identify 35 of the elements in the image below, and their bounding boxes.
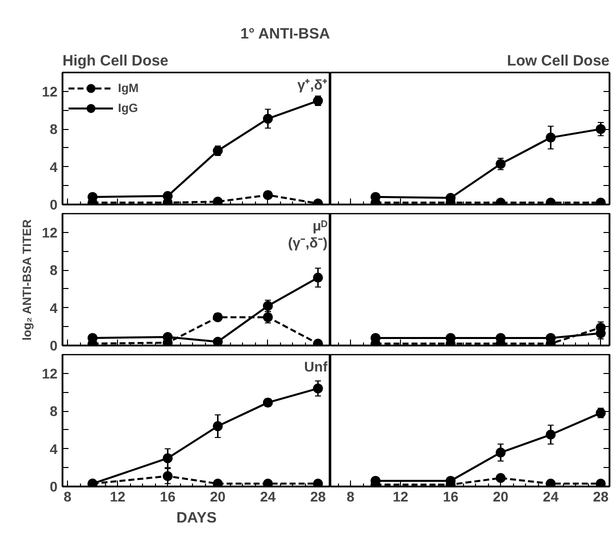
chart-title: 1° ANTI-BSA [240,26,330,42]
y-tick-label: 8 [50,262,58,278]
y-tick-label: 0 [50,478,58,494]
x-tick-label: 8 [64,488,72,504]
x-tick-label: 12 [110,488,126,504]
y-tick-label: 8 [50,121,58,138]
x-axis-title: DAYS [176,510,217,526]
y-tick-label: 4 [50,158,58,175]
legend-label: IgM [118,81,139,95]
y-tick-label: 12 [42,83,58,100]
annotation: γ⁺,δ⁺ [297,76,328,92]
x-tick-label: 28 [310,488,326,504]
y-tick-label: 4 [50,300,58,316]
x-tick-label: 20 [210,488,226,504]
y-tick-label: 0 [50,196,58,212]
chart-subtitle: Low Cell Dose [506,52,610,70]
y-tick-label: 4 [50,440,58,457]
annotation: (γ⁻,δ⁻) [288,234,328,250]
annotation: Unf [304,358,328,374]
x-tick-label: 24 [260,488,276,504]
y-tick-label: 0 [50,338,58,354]
x-tick-label: 8 [346,488,355,504]
y-tick-label: 8 [50,403,58,420]
legend-label: IgG [118,101,138,115]
annotation: μᴰ [312,218,328,234]
x-tick-label: 16 [160,488,176,504]
x-tick-label: 20 [492,488,509,504]
y-tick-label: 12 [42,224,58,240]
x-tick-label: 12 [392,488,409,504]
x-tick-label: 16 [442,488,459,504]
y-axis-title: log₂ ANTI-BSA TITER [20,219,34,340]
x-tick-label: 28 [592,488,609,504]
x-tick-label: 24 [542,488,559,504]
chart-subtitle: High Cell Dose [62,52,168,70]
y-tick-label: 12 [42,365,58,382]
